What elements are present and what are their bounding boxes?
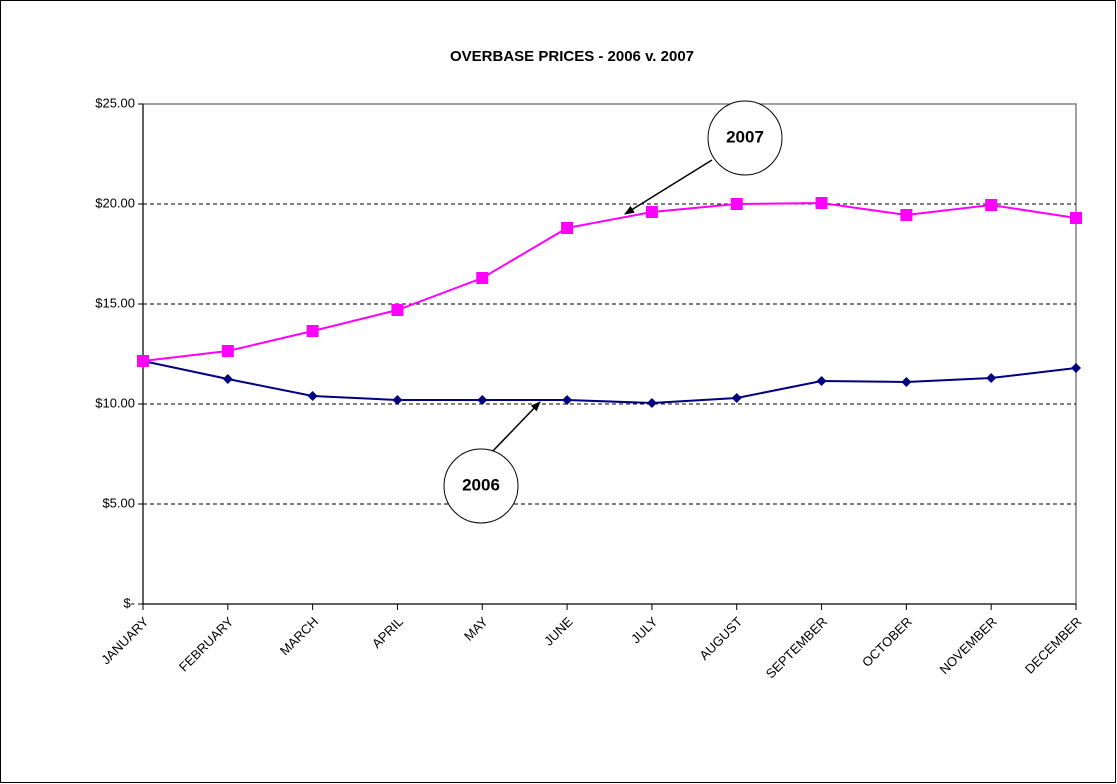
marker — [307, 391, 318, 401]
marker — [477, 395, 488, 405]
marker — [646, 398, 657, 408]
y-tick-label: $- — [123, 595, 135, 610]
marker — [730, 198, 743, 210]
callout-arrow — [624, 159, 713, 215]
marker — [985, 199, 998, 211]
marker — [561, 222, 574, 234]
marker — [731, 393, 742, 403]
marker — [816, 376, 827, 386]
marker — [562, 395, 573, 405]
chart-title: OVERBASE PRICES - 2006 v. 2007 — [450, 48, 694, 65]
series-line — [142, 360, 1077, 405]
marker — [391, 304, 404, 316]
marker — [645, 206, 658, 218]
marker — [392, 395, 403, 405]
callout-arrow — [489, 401, 541, 455]
marker — [306, 325, 319, 337]
callout-circle — [707, 100, 783, 176]
marker — [986, 373, 997, 383]
marker — [222, 374, 233, 384]
marker — [476, 272, 489, 284]
y-tick-label: $5.00 — [102, 495, 135, 510]
marker — [1070, 212, 1082, 224]
marker — [900, 209, 913, 221]
y-tick-label: $20.00 — [95, 195, 135, 210]
callout-circle — [443, 448, 519, 524]
series-line — [142, 201, 1077, 362]
plot-area — [142, 103, 1077, 605]
series-callout-label: 2006 — [462, 475, 500, 494]
marker — [815, 197, 828, 209]
marker — [221, 345, 234, 357]
marker — [1071, 363, 1081, 373]
y-tick-label: $15.00 — [95, 295, 135, 310]
marker — [901, 377, 912, 387]
series-callout-label: 2007 — [726, 127, 764, 146]
marker — [137, 355, 149, 367]
y-tick-label: $25.00 — [95, 95, 135, 110]
y-tick-label: $10.00 — [95, 395, 135, 410]
